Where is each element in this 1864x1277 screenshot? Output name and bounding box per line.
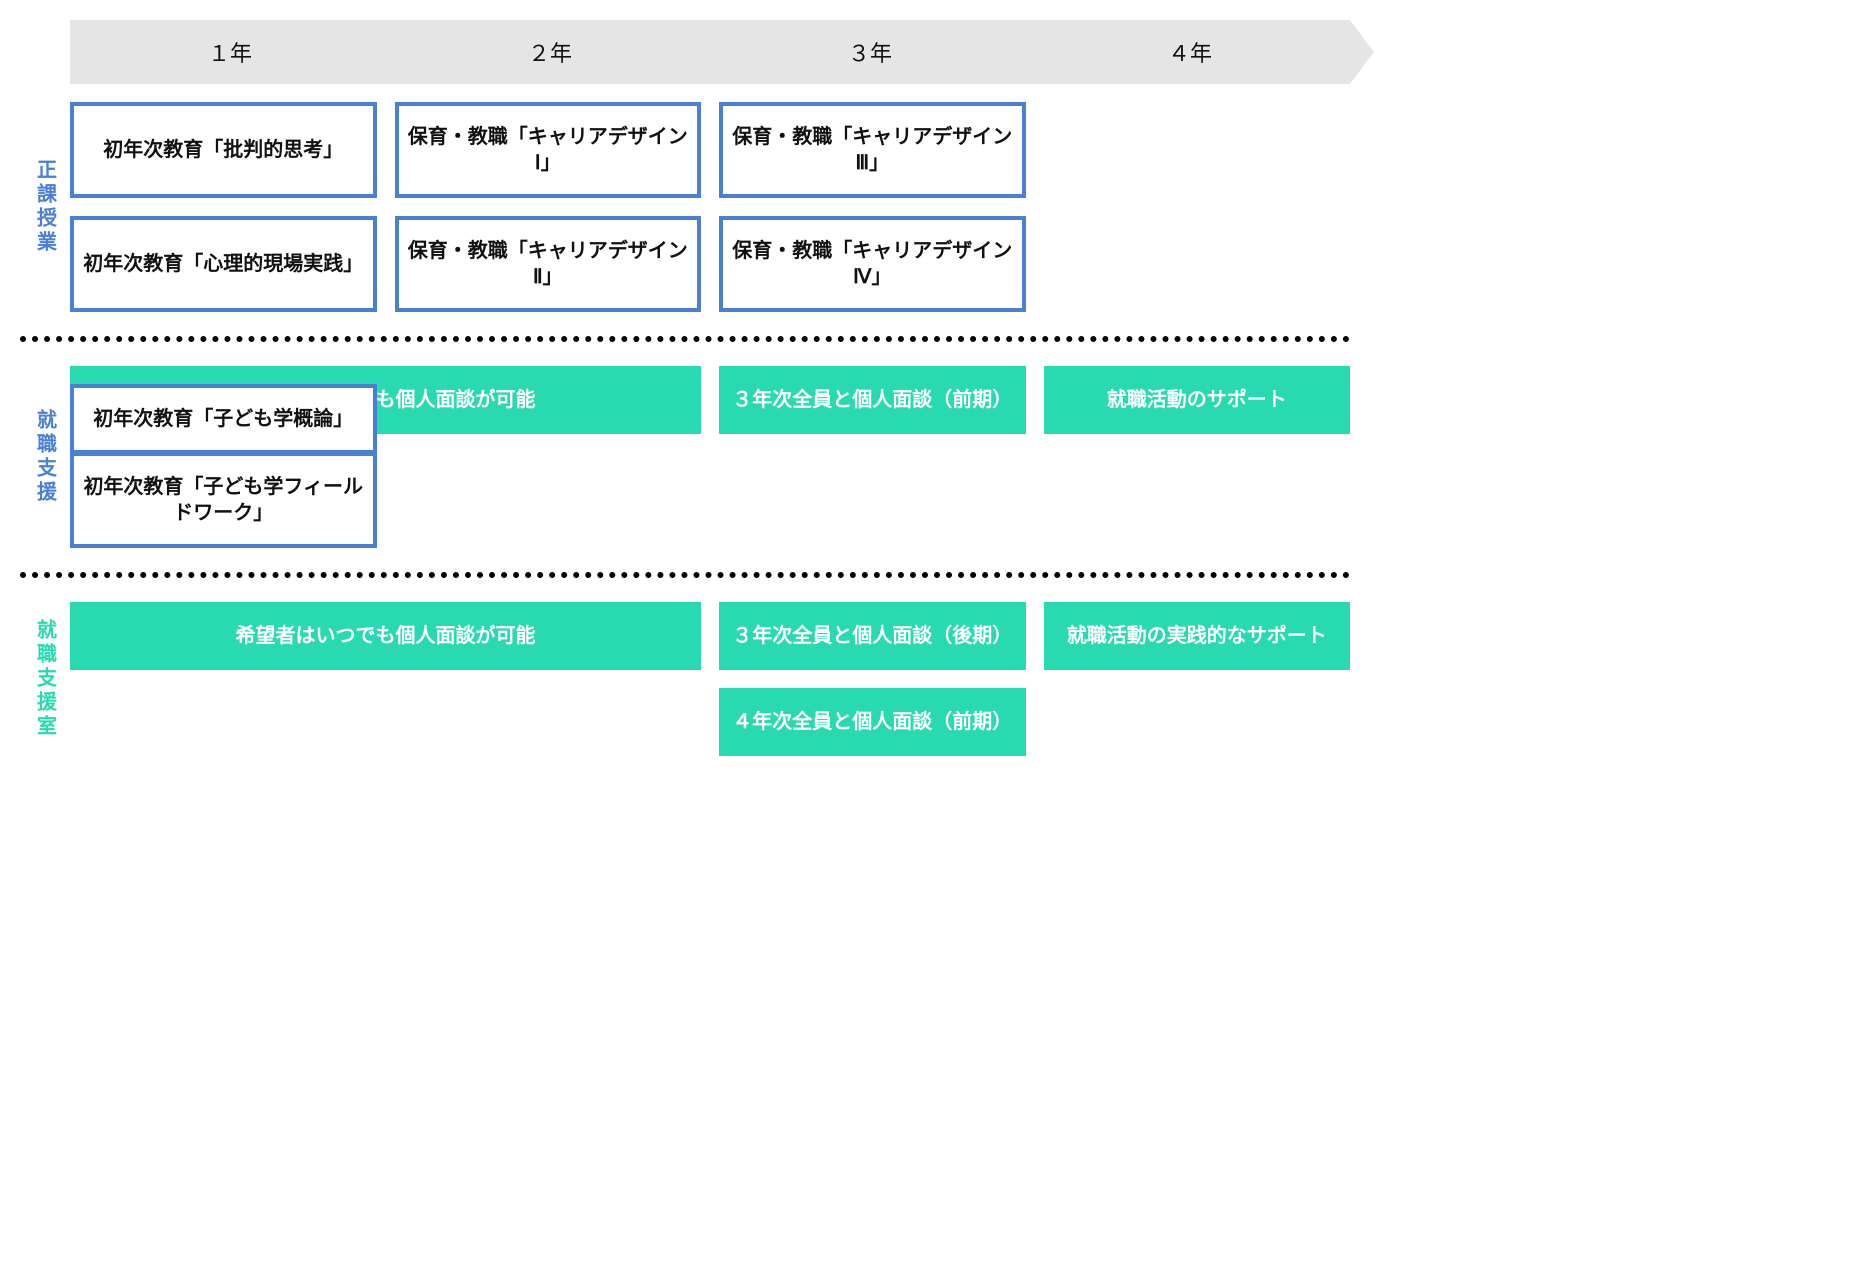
year-4: ４年 bbox=[1030, 20, 1350, 84]
section-curriculum: 初年次教育「批判的思考」 保育・教職「キャリアデザインⅠ」 保育・教職「キャリア… bbox=[70, 84, 1350, 330]
box-career-design-4: 保育・教職「キャリアデザインⅣ」 bbox=[719, 216, 1026, 312]
section-label-office: 就職支援室 bbox=[20, 584, 70, 774]
box-career-design-3: 保育・教職「キャリアデザインⅢ」 bbox=[719, 102, 1026, 198]
box-job-support-dept: 就職活動のサポート bbox=[1044, 366, 1351, 434]
box-child-studies-fieldwork: 初年次教育「子ども学フィールドワーク」 bbox=[70, 452, 377, 548]
section-label-dept-support: 就職支援 bbox=[20, 348, 70, 566]
box-year3-interview-second: ３年次全員と個人面談（後期） bbox=[719, 602, 1026, 670]
section-office-support: 希望者はいつでも個人面談が可能 ３年次全員と個人面談（後期） 就職活動の実践的な… bbox=[70, 584, 1350, 774]
year-1: １年 bbox=[70, 20, 390, 84]
box-field-practice: 初年次教育「心理的現場実践」 bbox=[70, 216, 377, 312]
roadmap-grid: １年 ２年 ３年 ４年 正課授業 初年次教育「批判的思考」 保育・教職「キャリア… bbox=[20, 20, 1844, 774]
box-career-design-2: 保育・教職「キャリアデザインⅡ」 bbox=[395, 216, 702, 312]
header-spacer bbox=[20, 20, 70, 84]
box-practical-support: 就職活動の実践的なサポート bbox=[1044, 602, 1351, 670]
year-2: ２年 bbox=[390, 20, 710, 84]
box-anytime-interview-office: 希望者はいつでも個人面談が可能 bbox=[70, 602, 701, 670]
divider-1 bbox=[20, 336, 1350, 342]
box-critical-thinking: 初年次教育「批判的思考」 bbox=[70, 102, 377, 198]
section-dept-support: 初年次教育「子ども学概論」 希望者はいつでも個人面談が可能 ３年次全員と個人面談… bbox=[70, 348, 1350, 566]
box-career-design-1: 保育・教職「キャリアデザインⅠ」 bbox=[395, 102, 702, 198]
box-year4-interview: ４年次全員と個人面談（前期） bbox=[719, 688, 1026, 756]
section-label-curriculum: 正課授業 bbox=[20, 84, 70, 330]
year-3: ３年 bbox=[710, 20, 1030, 84]
box-child-studies-intro: 初年次教育「子ども学概論」 bbox=[70, 384, 377, 454]
divider-2 bbox=[20, 572, 1350, 578]
box-year3-interview-first: ３年次全員と個人面談（前期） bbox=[719, 366, 1026, 434]
